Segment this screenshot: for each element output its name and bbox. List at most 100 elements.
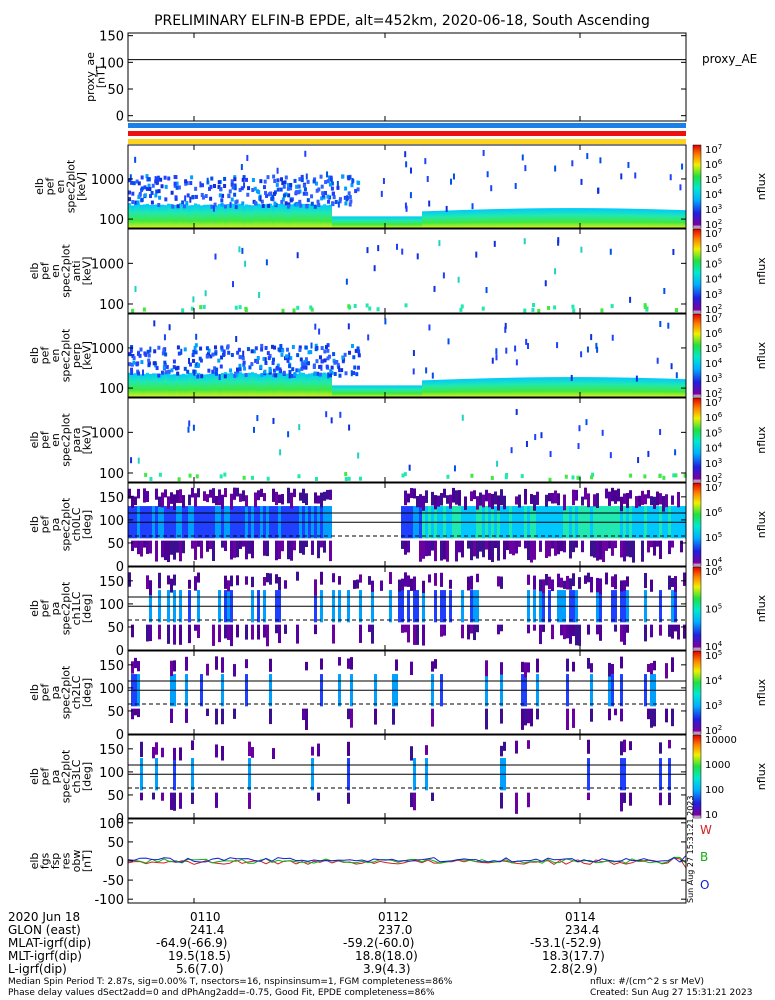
heatmap-cell xyxy=(138,353,142,358)
heatmap-cell xyxy=(176,204,180,209)
heatmap-cell xyxy=(200,374,204,379)
heatmap-cell xyxy=(298,424,301,431)
heatmap-cell xyxy=(317,540,320,559)
heatmap-cell xyxy=(302,540,305,555)
heatmap-cell xyxy=(371,624,374,644)
heatmap-cell xyxy=(248,204,251,228)
heatmap-cell xyxy=(405,205,408,212)
heatmap-cell xyxy=(188,473,192,478)
heatmap-cell xyxy=(644,209,647,228)
heatmap-cell xyxy=(343,195,347,200)
heatmap-cell xyxy=(140,204,143,228)
heatmap-cell xyxy=(500,745,503,757)
heatmap-cell xyxy=(554,490,557,504)
y-tick-label: 100 xyxy=(99,682,124,697)
heatmap-cell xyxy=(302,372,305,397)
heatmap-cell xyxy=(154,363,158,368)
status-bar xyxy=(128,139,686,144)
heatmap-cell xyxy=(537,309,541,313)
heatmap-cell xyxy=(308,373,311,397)
heatmap-cell xyxy=(305,204,308,228)
heatmap-cell xyxy=(271,194,275,199)
heatmap-cell xyxy=(164,372,167,397)
heatmap-cell xyxy=(185,656,188,671)
heatmap-cell xyxy=(470,378,473,397)
heatmap-cell xyxy=(287,202,291,207)
heatmap-cell xyxy=(523,308,527,313)
heatmap-cell xyxy=(637,457,640,464)
heatmap-cell xyxy=(551,624,554,640)
heatmap-cell xyxy=(239,493,242,502)
heatmap-cell xyxy=(386,385,389,397)
heatmap-cell xyxy=(175,185,179,190)
heatmap-cell xyxy=(276,187,280,192)
heatmap-cell xyxy=(644,624,647,642)
heatmap-cell xyxy=(629,296,632,303)
heatmap-cell xyxy=(276,167,279,174)
heatmap-cell xyxy=(147,358,151,363)
heatmap-cell xyxy=(316,371,320,376)
heatmap-cell xyxy=(518,208,521,228)
heatmap-cell xyxy=(177,477,181,482)
heatmap-cell xyxy=(434,540,437,562)
panel-frame xyxy=(127,482,687,567)
heatmap-cell xyxy=(461,624,464,639)
heatmap-cell xyxy=(280,199,284,204)
heatmap-cell xyxy=(548,576,551,590)
colorbar-tick-label: 107 xyxy=(705,143,722,156)
heatmap-cell xyxy=(163,360,167,365)
heatmap-cell xyxy=(297,190,301,195)
heatmap-cell xyxy=(449,579,452,589)
heatmap-cell xyxy=(275,624,278,634)
heatmap-cell xyxy=(368,576,371,585)
heatmap-cell xyxy=(143,374,146,397)
heatmap-cell xyxy=(209,354,213,359)
heatmap-cell xyxy=(425,745,428,755)
panel-frame xyxy=(127,650,687,735)
heatmap-cell xyxy=(158,204,161,228)
colorbar-label: nflux xyxy=(755,594,768,622)
heatmap-cell xyxy=(350,343,354,348)
heatmap-cell xyxy=(286,358,290,363)
heatmap-cell xyxy=(629,377,632,397)
heatmap-cell xyxy=(206,177,209,184)
heatmap-cell xyxy=(233,183,237,188)
heatmap-cell xyxy=(650,378,653,397)
heatmap-cell xyxy=(359,216,362,228)
heatmap-cell xyxy=(347,323,350,330)
heatmap-cell xyxy=(659,742,662,754)
heatmap-cell xyxy=(356,346,360,351)
heatmap-cell xyxy=(407,385,410,397)
heatmap-cell xyxy=(136,361,140,366)
heatmap-cell xyxy=(350,370,353,377)
footer-line: Phase delay values dSect2add=0 and dPhAn… xyxy=(8,988,435,998)
heatmap-cell xyxy=(137,661,140,672)
heatmap-cell xyxy=(593,377,596,397)
heatmap-cell xyxy=(265,259,268,266)
heatmap-cell xyxy=(647,209,650,228)
heatmap-cell xyxy=(575,489,578,501)
heatmap-cell xyxy=(504,326,507,333)
heatmap-cell xyxy=(295,202,299,207)
heatmap-cell xyxy=(194,186,198,191)
heatmap-cell xyxy=(623,580,626,591)
heatmap-cell xyxy=(149,194,153,199)
heatmap-cell xyxy=(318,372,322,377)
heatmap-cell xyxy=(148,187,152,192)
heatmap-cell xyxy=(460,304,464,309)
y-tick-label: 50 xyxy=(107,789,124,804)
heatmap-cell xyxy=(413,385,416,397)
heatmap-cell xyxy=(653,378,656,397)
panel-frame xyxy=(127,734,687,819)
heatmap-cell xyxy=(662,209,665,228)
heatmap-cell xyxy=(173,660,176,672)
heatmap-cell xyxy=(629,792,632,806)
heatmap-cell xyxy=(470,209,473,228)
y-axis-label-line: pa xyxy=(49,518,62,532)
heatmap-cell xyxy=(596,577,599,593)
y-tick-label: 100 xyxy=(99,766,124,781)
heatmap-cell xyxy=(296,353,300,358)
heatmap-cell xyxy=(146,372,149,397)
heatmap-cell xyxy=(341,355,345,360)
